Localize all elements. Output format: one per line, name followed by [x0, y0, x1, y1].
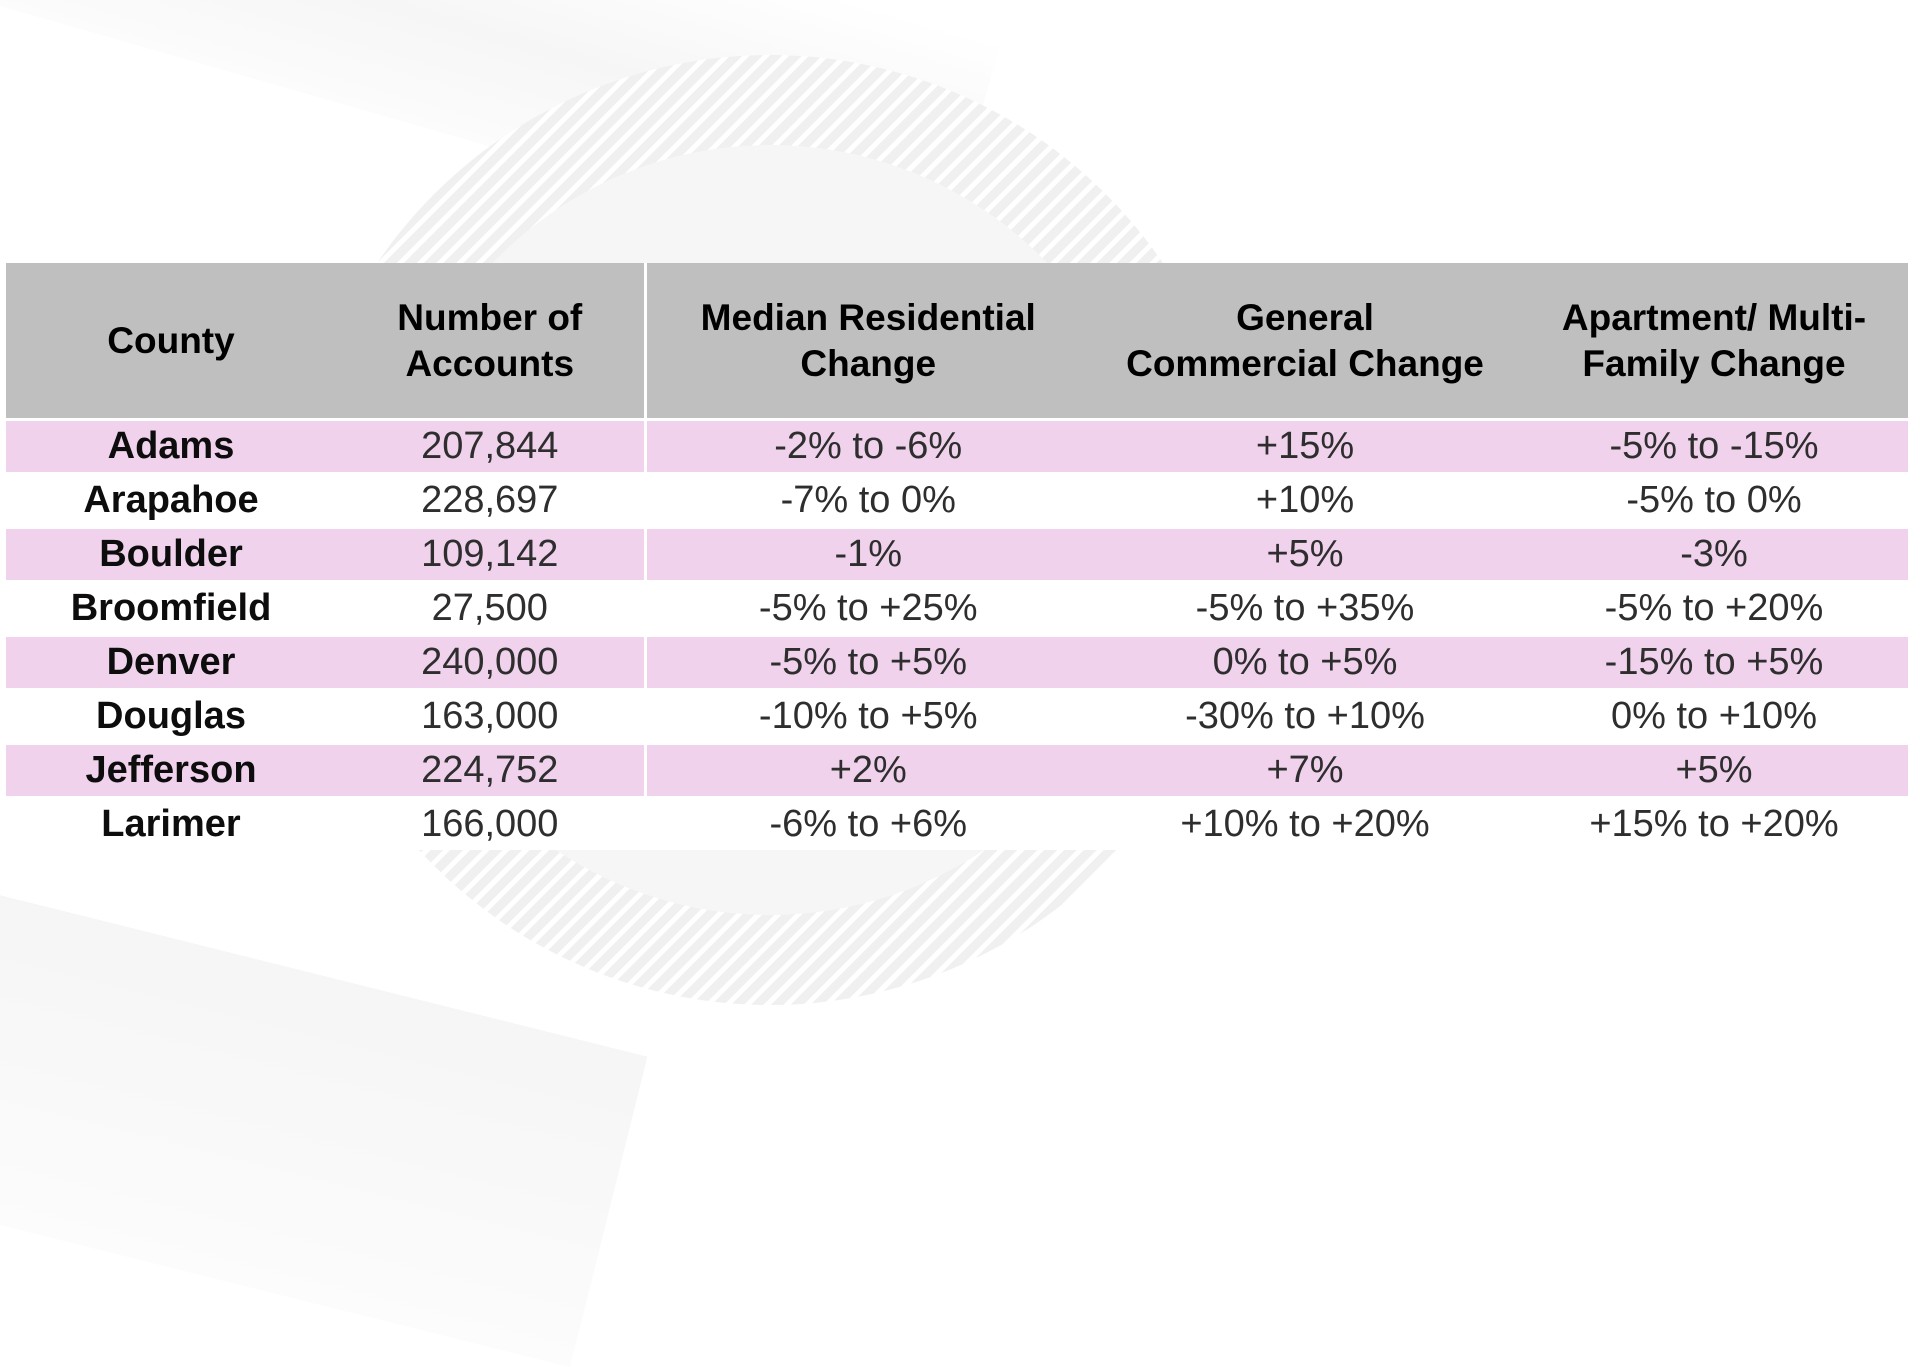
table-row: Denver 240,000 -5% to +5% 0% to +5% -15% to …: [6, 634, 1908, 691]
table-row: Broomfield 27,500 -5% to +25% -5% to +35% -5…: [6, 581, 1908, 636]
table-cell-commercial: -5% to +35%: [1195, 587, 1415, 629]
county-assessment-table: County Number of Accounts Median Residenti…: [6, 263, 1908, 850]
table-cell-residential: -5% to +25%: [758, 587, 978, 629]
table-cell-county: Douglas: [96, 695, 246, 737]
table-cell-apartment: +15% to +20%: [1589, 803, 1839, 845]
table-cell-residential: -7% to 0%: [780, 479, 956, 521]
header-cell-county: County: [107, 319, 235, 361]
table-cell-apartment: -5% to -15%: [1520, 418, 1908, 475]
table-cell-commercial: +10% to +20%: [1180, 803, 1430, 845]
table-cell-residential: +2%: [645, 742, 1090, 799]
header-cell-commercial: General Commercial Change: [1126, 297, 1484, 384]
table-cell-residential: -6% to +6%: [769, 803, 968, 845]
table-body: Adams 207,844 -2% to -6% +15% -5% to -15% Ara…: [6, 418, 1908, 850]
table-cell-residential: -5% to +5%: [645, 634, 1090, 691]
table-row: Boulder 109,142 -1% +5% -3%: [6, 526, 1908, 583]
table-cell-accounts: 207,844: [336, 418, 647, 475]
table-cell-county: Larimer: [101, 803, 241, 845]
table-cell-accounts: 228,697: [336, 473, 647, 528]
table-cell-county: Denver: [6, 634, 336, 691]
table-cell-apartment: -3%: [1520, 526, 1908, 583]
table-cell-county: Broomfield: [70, 587, 272, 629]
table-cell-county: Jefferson: [6, 742, 336, 799]
header-row: County Number of Accounts Median Residenti…: [6, 263, 1908, 420]
table-cell-commercial: -30% to +10%: [1185, 695, 1425, 737]
table-row: Douglas 163,000 -10% to +5% -30% to +10% 0% …: [6, 689, 1908, 744]
table-cell-county: Boulder: [6, 526, 336, 583]
table-cell-county: Adams: [6, 418, 336, 475]
table-cell-accounts: 240,000: [336, 634, 647, 691]
table-cell-accounts: 166,000: [336, 797, 647, 850]
table-cell-residential: -1%: [645, 526, 1090, 583]
table-cell-accounts: 109,142: [336, 526, 647, 583]
header-cell-residential: Median Residential Change: [700, 297, 1036, 384]
table-cell-apartment: -5% to +20%: [1604, 587, 1824, 629]
table-cell-residential: -10% to +5%: [758, 695, 978, 737]
table-cell-residential: -2% to -6%: [645, 418, 1090, 475]
table-row: Adams 207,844 -2% to -6% +15% -5% to -15%: [6, 418, 1908, 475]
table-cell-apartment: 0% to +10%: [1611, 695, 1817, 737]
table-cell-commercial: +7%: [1090, 742, 1520, 799]
table-row: Arapahoe 228,697 -7% to 0% +10% -5% to 0%: [6, 473, 1908, 528]
table-cell-apartment: -15% to +5%: [1520, 634, 1908, 691]
table-cell-accounts: 163,000: [336, 689, 647, 744]
table-header: County Number of Accounts Median Residenti…: [6, 263, 1908, 420]
table-row: Larimer 166,000 -6% to +6% +10% to +20% +15%…: [6, 797, 1908, 850]
table-cell-apartment: +5%: [1520, 742, 1908, 799]
table-cell-accounts: 224,752: [336, 742, 647, 799]
header-cell-accounts: Number of Accounts: [336, 263, 647, 420]
table-cell-county: Arapahoe: [83, 479, 259, 521]
table-cell-accounts: 27,500: [336, 581, 647, 636]
table-cell-commercial: +15%: [1090, 418, 1520, 475]
header-cell-apartment: Apartment/ Multi- Family Change: [1561, 297, 1867, 384]
table-row: Jefferson 224,752 +2% +7% +5%: [6, 742, 1908, 799]
table-cell-commercial: 0% to +5%: [1090, 634, 1520, 691]
table-cell-commercial: +10%: [1255, 479, 1355, 521]
data-table: County Number of Accounts Median Residenti…: [6, 263, 1908, 850]
table-cell-commercial: +5%: [1090, 526, 1520, 583]
table-cell-apartment: -5% to 0%: [1626, 479, 1802, 521]
